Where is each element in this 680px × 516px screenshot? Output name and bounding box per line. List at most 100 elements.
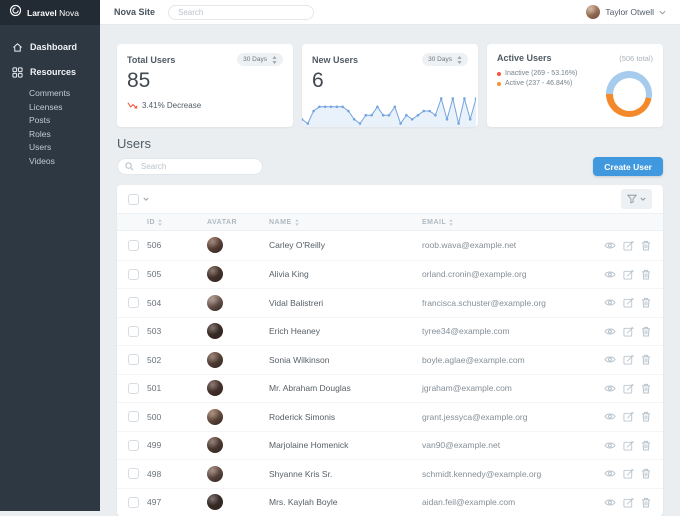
row-id: 503 (147, 326, 207, 336)
row-id: 504 (147, 298, 207, 308)
table-row: 503 Erich Heaney tyree34@example.com (117, 317, 663, 346)
sidebar-section-label: Resources (30, 67, 76, 77)
column-header-id[interactable]: ID (147, 219, 207, 226)
edit-button[interactable] (623, 240, 634, 251)
range-select[interactable]: 30 Days (422, 53, 468, 66)
row-email: roob.wava@example.net (422, 240, 589, 250)
row-checkbox[interactable] (128, 269, 139, 280)
row-email: jgraham@example.com (422, 383, 589, 393)
view-button[interactable] (604, 298, 616, 307)
edit-button[interactable] (623, 326, 634, 337)
view-button[interactable] (604, 469, 616, 478)
resource-search-input[interactable] (139, 161, 255, 172)
row-checkbox[interactable] (128, 354, 139, 365)
row-avatar (207, 380, 223, 396)
row-checkbox[interactable] (128, 240, 139, 251)
sidebar-section-resources[interactable]: Resources (0, 64, 100, 80)
delete-button[interactable] (641, 468, 651, 479)
edit-button[interactable] (623, 411, 634, 422)
sidebar-item-comments[interactable]: Comments (29, 87, 100, 101)
row-email: schmidt.kennedy@example.org (422, 469, 589, 479)
row-avatar (207, 437, 223, 453)
column-header-email[interactable]: EMAIL (422, 219, 589, 226)
edit-button[interactable] (623, 354, 634, 365)
row-avatar (207, 266, 223, 282)
nova-site-link[interactable]: Nova Site (114, 7, 155, 17)
metric-delta: 3.41% Decrease (127, 101, 283, 110)
filter-dropdown-button[interactable] (621, 189, 652, 209)
row-name: Alivia King (269, 269, 422, 279)
view-button[interactable] (604, 498, 616, 507)
table-row: 498 Shyanne Kris Sr. schmidt.kennedy@exa… (117, 459, 663, 488)
table-row: 505 Alivia King orland.cronin@example.or… (117, 260, 663, 289)
delete-button[interactable] (641, 383, 651, 394)
view-button[interactable] (604, 441, 616, 450)
row-checkbox[interactable] (128, 297, 139, 308)
edit-button[interactable] (623, 383, 634, 394)
edit-button[interactable] (623, 468, 634, 479)
delete-button[interactable] (641, 269, 651, 280)
card-title: New Users (312, 55, 358, 65)
metric-cards: Total Users 30 Days 85 3.41% Decrease Ne… (117, 44, 663, 127)
sidebar-item-posts[interactable]: Posts (29, 114, 100, 128)
card-title: Active Users (497, 53, 552, 63)
row-email: boyle.aglae@example.com (422, 355, 589, 365)
brand-name: Laravel Nova (27, 8, 79, 18)
view-button[interactable] (604, 270, 616, 279)
row-email: van90@example.net (422, 440, 589, 450)
range-select[interactable]: 30 Days (237, 53, 283, 66)
column-header-name[interactable]: NAME (269, 219, 422, 226)
edit-button[interactable] (623, 269, 634, 280)
resource-search (117, 158, 263, 175)
create-user-button[interactable]: Create User (593, 157, 663, 176)
sidebar-item-videos[interactable]: Videos (29, 155, 100, 169)
row-checkbox[interactable] (128, 497, 139, 508)
view-button[interactable] (604, 355, 616, 364)
brand-logo-area[interactable]: Laravel Nova (0, 0, 100, 25)
view-button[interactable] (604, 412, 616, 421)
row-avatar (207, 237, 223, 253)
delete-button[interactable] (641, 411, 651, 422)
edit-button[interactable] (623, 297, 634, 308)
edit-button[interactable] (623, 497, 634, 508)
sidebar-item-users[interactable]: Users (29, 141, 100, 155)
sort-icon (295, 219, 299, 226)
row-id: 505 (147, 269, 207, 279)
delete-button[interactable] (641, 354, 651, 365)
user-menu[interactable]: Taylor Otwell (586, 5, 666, 19)
row-id: 500 (147, 412, 207, 422)
sort-icon (158, 219, 162, 226)
row-id: 497 (147, 497, 207, 507)
column-header-avatar: AVATAR (207, 219, 269, 226)
legend-dot (497, 82, 501, 86)
delete-button[interactable] (641, 440, 651, 451)
legend-label: Active (237 - 46.84%) (505, 80, 572, 87)
row-id: 501 (147, 383, 207, 393)
chevron-down-icon (143, 197, 149, 201)
sidebar-item-roles[interactable]: Roles (29, 128, 100, 142)
row-checkbox[interactable] (128, 411, 139, 422)
delete-button[interactable] (641, 297, 651, 308)
row-name: Vidal Balistreri (269, 298, 422, 308)
row-checkbox[interactable] (128, 440, 139, 451)
view-button[interactable] (604, 384, 616, 393)
row-checkbox[interactable] (128, 383, 139, 394)
select-all-checkbox[interactable] (128, 194, 139, 205)
metric-value: 6 (312, 69, 468, 93)
select-all-dropdown[interactable] (128, 194, 149, 205)
stepper-icon (272, 56, 277, 64)
table-row: 501 Mr. Abraham Douglas jgraham@example.… (117, 374, 663, 403)
row-checkbox[interactable] (128, 468, 139, 479)
delete-button[interactable] (641, 326, 651, 337)
global-search-input[interactable] (168, 5, 314, 20)
delete-button[interactable] (641, 240, 651, 251)
new-users-sparkline (302, 93, 478, 127)
row-checkbox[interactable] (128, 326, 139, 337)
row-name: Mrs. Kaylah Boyle (269, 497, 422, 507)
view-button[interactable] (604, 241, 616, 250)
sidebar-item-licenses[interactable]: Licenses (29, 101, 100, 115)
view-button[interactable] (604, 327, 616, 336)
delete-button[interactable] (641, 497, 651, 508)
sidebar-item-dashboard[interactable]: Dashboard (0, 39, 100, 55)
edit-button[interactable] (623, 440, 634, 451)
